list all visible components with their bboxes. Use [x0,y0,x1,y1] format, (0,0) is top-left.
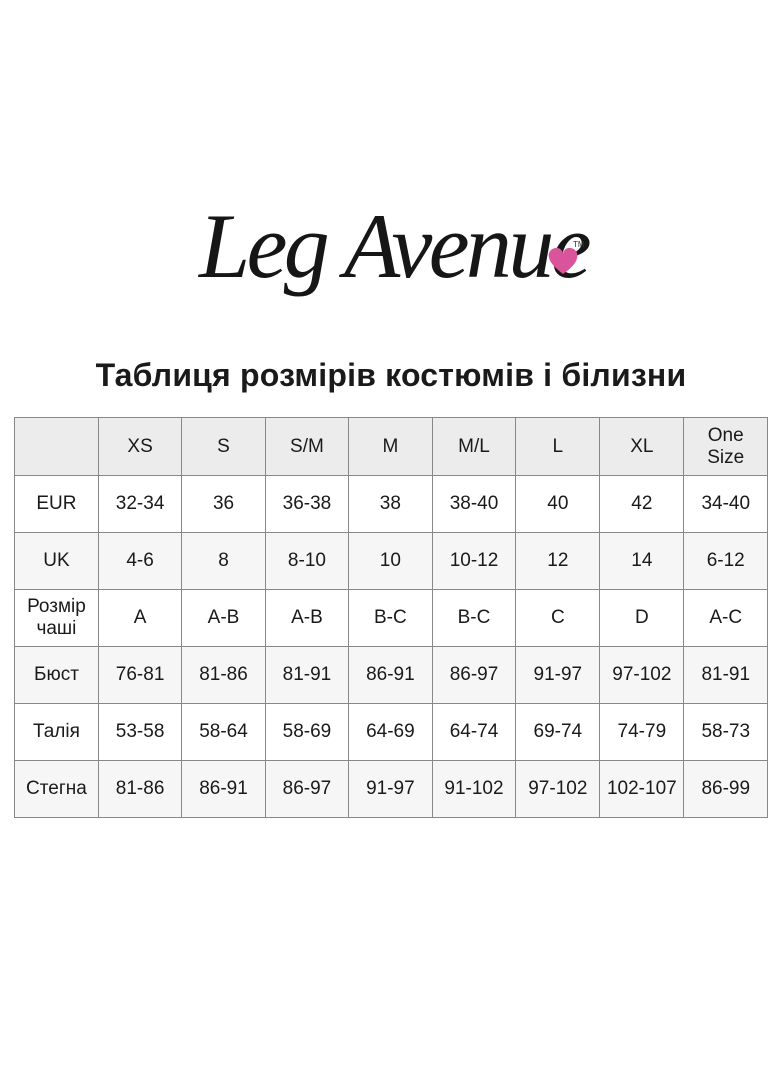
svg-text:Leg Avenue: Leg Avenue [197,195,590,297]
svg-text:TM: TM [573,240,585,249]
